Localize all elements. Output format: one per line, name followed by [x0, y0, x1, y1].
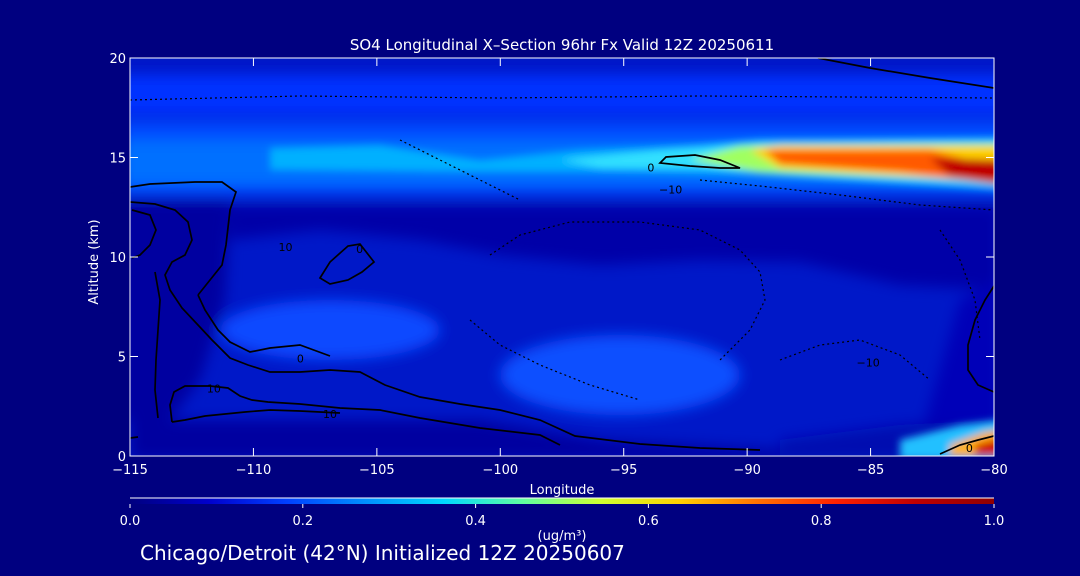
- x-axis-label: Longitude: [530, 483, 595, 498]
- y-tick-label: 0: [118, 450, 126, 465]
- contour-solid-left-outer: [130, 201, 761, 451]
- footer-caption: Chicago/Detroit (42°N) Initialized 12Z 2…: [140, 541, 625, 565]
- y-tick-label: 5: [118, 351, 126, 366]
- contour-solid-ten-bottom: [171, 409, 341, 423]
- colorbar-units: (ug/m³): [538, 529, 587, 544]
- contour-label: 10: [207, 382, 221, 395]
- contour-solid-lower-left: [154, 271, 161, 419]
- colorbar-tick-label: 0.4: [465, 514, 486, 529]
- lower-light-patch: [220, 300, 440, 360]
- x-tick-label: −90: [733, 463, 760, 478]
- contour-dotted-mid: [489, 221, 766, 361]
- contour-label: 0: [297, 352, 304, 365]
- contour-solid-upper-left: [130, 181, 238, 296]
- contour-solid-zero-upper: [658, 154, 741, 169]
- contour-dotted-top: [130, 95, 994, 101]
- y-tick-label: 20: [109, 52, 126, 67]
- contour-label: 0: [966, 442, 973, 455]
- y-axis-label: Altitude (km): [87, 219, 102, 304]
- contour-solid-small-left: [131, 209, 157, 259]
- surface-red: [975, 439, 994, 456]
- x-tick-label: −105: [359, 463, 395, 478]
- colorbar: 0.0 0.2 0.4 0.6 0.8 1.0 (ug/m³): [120, 497, 1005, 544]
- x-tick-label: −110: [236, 463, 272, 478]
- colorbar-bar: [130, 498, 994, 504]
- x-tick-label: −80: [980, 463, 1007, 478]
- contour-dotted-upper-right: [699, 179, 994, 211]
- contour-lines: [130, 58, 994, 455]
- colorbar-tick-label: 1.0: [984, 514, 1005, 529]
- mid-light-patch: [500, 335, 740, 415]
- colorbar-tick-label: 0.0: [120, 514, 141, 529]
- x-tick-label: −85: [857, 463, 884, 478]
- mid-dark-layer: [230, 205, 994, 290]
- contour-labels: 0 −10 10 0 0 10 −10 10 0: [207, 161, 973, 455]
- colorbar-tick-label: 0.6: [638, 514, 659, 529]
- x-axis: −115 −110 −105 −100 −95 −90 −85 −80: [112, 58, 1008, 478]
- contour-dotted-upper: [399, 139, 521, 201]
- lower-dark-wedge: [130, 420, 792, 456]
- contour-label: −10: [856, 356, 879, 369]
- y-tick-label: 15: [109, 152, 126, 167]
- contour-solid-left-inner: [197, 294, 331, 357]
- contour-solid-small-loop: [318, 243, 376, 285]
- contour-solid-right: [967, 285, 994, 393]
- contour-solid-surface: [939, 435, 994, 455]
- contour-solid-lower-loop: [169, 385, 561, 446]
- colorbar-ticks: 0.0 0.2 0.4 0.6 0.8 1.0: [120, 504, 1005, 529]
- x-tick-label: −95: [610, 463, 637, 478]
- x-tick-label: −100: [482, 463, 518, 478]
- y-axis: 0 5 10 15 20: [109, 52, 994, 465]
- contour-label: 0: [356, 243, 363, 256]
- colorbar-tick-label: 0.2: [292, 514, 313, 529]
- contour-label: −10: [659, 183, 682, 196]
- contour-solid-top: [817, 58, 994, 89]
- y-tick-label: 10: [109, 251, 126, 266]
- contour-solid-bottom-left: [130, 436, 139, 439]
- upper-band-outer: [130, 75, 994, 115]
- contour-label: 0: [647, 161, 654, 174]
- contour-label: 10: [279, 241, 293, 254]
- heatmap-field: [130, 58, 994, 456]
- x-tick-label: −115: [112, 463, 148, 478]
- contour-label: 10: [323, 408, 337, 421]
- right-dark-column: [920, 283, 994, 440]
- contour-dotted: [130, 95, 994, 401]
- contour-dotted-mid-2: [469, 319, 641, 401]
- plume-red: [930, 158, 994, 182]
- colorbar-tick-label: 0.8: [811, 514, 832, 529]
- chart-title: SO4 Longitudinal X–Section 96hr Fx Valid…: [350, 36, 774, 54]
